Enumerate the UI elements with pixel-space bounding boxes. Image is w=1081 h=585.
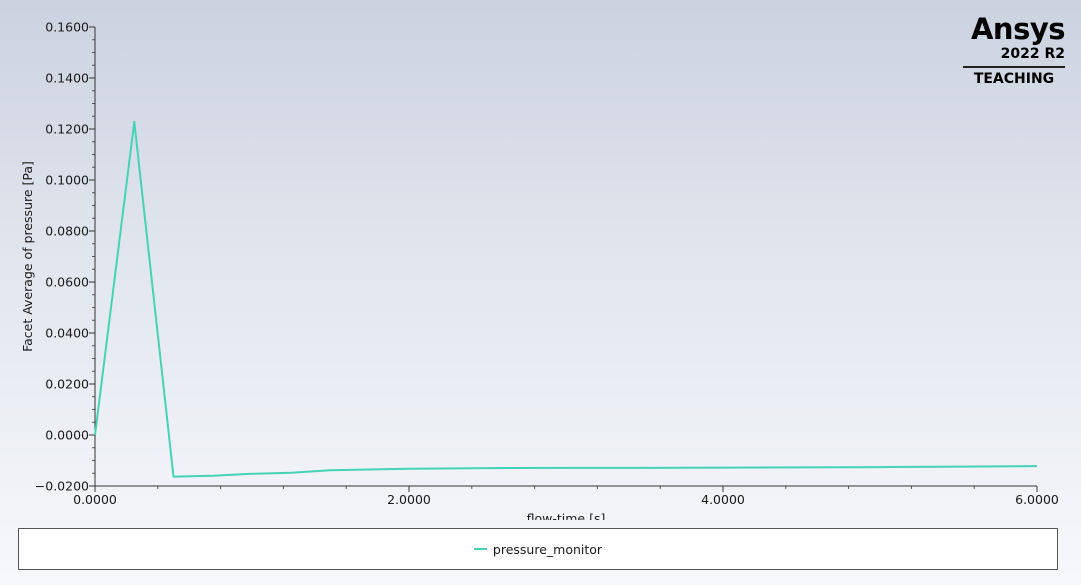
logo-edition: TEACHING <box>973 71 1055 87</box>
y-tick-label: −0.0200 <box>35 479 89 494</box>
x-tick-label: 6.0000 <box>1015 492 1059 507</box>
minor-ticks <box>92 26 1038 489</box>
x-tick-label: 2.0000 <box>387 492 431 507</box>
series-group <box>94 120 1038 478</box>
y-axis-label: Facet Average of pressure [Pa] <box>20 161 35 352</box>
legend-entry-pressure-monitor: pressure_monitor <box>492 541 603 557</box>
logo-version: 2022 R2 <box>1000 46 1065 62</box>
y-tick-label: 0.0600 <box>45 275 89 290</box>
y-tick-label: 0.0800 <box>45 224 89 239</box>
legend-swatch-pressure-monitor <box>473 548 487 550</box>
x-tick-label: 4.0000 <box>701 492 745 507</box>
logo-wordmark: Ansys <box>970 12 1066 46</box>
y-tick-label: 0.1600 <box>45 20 89 35</box>
logo-divider <box>963 66 1065 68</box>
y-tick-label: 0.0000 <box>45 428 89 443</box>
axes <box>89 26 1038 492</box>
pressure-monitor-chart: 0.0000 2.0000 4.0000 6.0000−0.02000.00000.0… <box>20 20 1059 521</box>
y-tick-label: 0.0400 <box>45 326 89 341</box>
x-axis-label: flow-time [s] <box>527 511 606 520</box>
x-tick-label: 0.0000 <box>73 492 117 507</box>
ansys-logo: Ansys 2022 R2 TEACHING <box>963 12 1066 87</box>
y-tick-label: 0.1400 <box>45 71 89 86</box>
y-tick-label: 0.1000 <box>45 173 89 188</box>
y-tick-label: 0.0200 <box>45 377 89 392</box>
chart-legend: pressure_monitor <box>18 528 1058 570</box>
tick-labels: 0.0000 2.0000 4.0000 6.0000−0.02000.00000.0… <box>35 20 1059 508</box>
series-line-pressure-monitor <box>94 120 1038 478</box>
y-tick-label: 0.1200 <box>45 122 89 137</box>
